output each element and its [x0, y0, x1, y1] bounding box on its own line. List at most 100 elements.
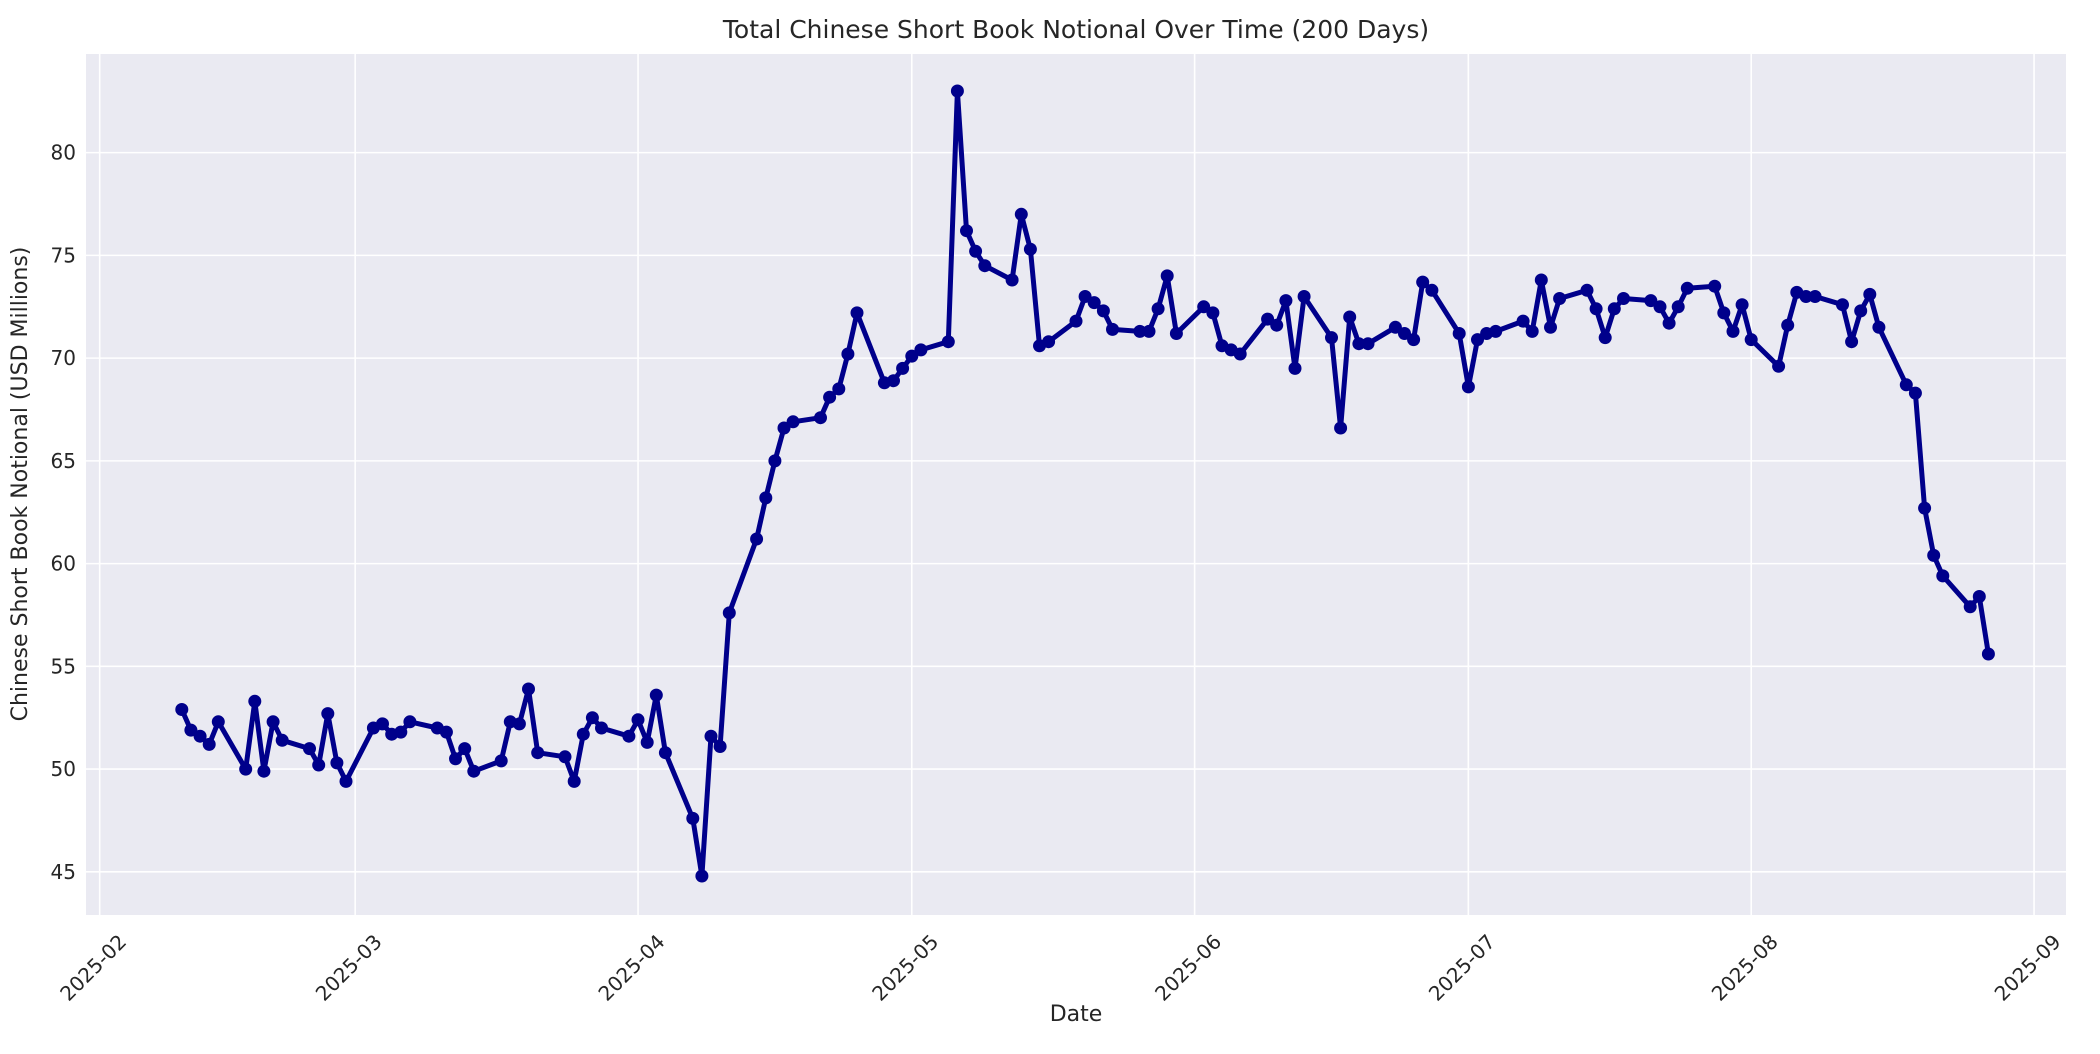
data-point [1553, 292, 1567, 305]
data-point [1151, 302, 1165, 316]
y-tick-label: 45 [51, 860, 76, 884]
data-point [1927, 548, 1941, 562]
data-point [1735, 298, 1749, 312]
data-point [211, 715, 225, 729]
data-point [1270, 318, 1284, 332]
grid-lines [86, 54, 2066, 915]
data-point [1142, 324, 1156, 338]
data-point [960, 224, 973, 238]
data-point [1042, 335, 1056, 349]
data-point [439, 725, 453, 739]
data-point [841, 347, 855, 361]
data-point [1297, 290, 1311, 303]
data-point [1279, 294, 1293, 308]
data-point [193, 729, 207, 743]
data-point [558, 750, 572, 764]
y-tick-label: 65 [51, 449, 76, 473]
data-point [1845, 335, 1859, 349]
data-point [631, 713, 645, 727]
data-point [1580, 283, 1594, 297]
data-point [1899, 378, 1913, 392]
data-point [257, 764, 271, 778]
data-point [950, 84, 964, 98]
data-point [1169, 327, 1183, 340]
data-point [1726, 324, 1740, 338]
data-point [1598, 331, 1612, 345]
data-point [531, 746, 545, 760]
x-tick-label: 2025-05 [867, 930, 943, 1006]
data-point [1516, 314, 1530, 328]
data-series [175, 84, 1995, 883]
data-point [1014, 207, 1028, 221]
data-point [1106, 322, 1119, 336]
data-point [1096, 304, 1110, 318]
data-point [1416, 275, 1430, 289]
data-point [1388, 320, 1402, 334]
data-point [512, 717, 526, 731]
y-tick-label: 60 [51, 552, 76, 576]
data-point [1461, 380, 1475, 394]
data-point [266, 715, 280, 729]
data-point [1872, 320, 1886, 334]
data-point [686, 811, 700, 825]
data-point [1799, 290, 1813, 303]
data-point [1398, 327, 1411, 340]
data-point [1617, 292, 1630, 305]
data-point [704, 729, 718, 743]
data-point [595, 721, 608, 735]
data-point [175, 703, 189, 716]
data-point [1452, 327, 1466, 340]
data-point [1361, 337, 1375, 351]
x-tick-label: 2025-09 [1990, 930, 2066, 1006]
data-point [202, 737, 216, 751]
data-point [887, 374, 900, 388]
data-point [403, 715, 417, 729]
data-point [1918, 501, 1932, 515]
data-point [1005, 273, 1019, 287]
data-point [695, 869, 709, 883]
data-point [1908, 386, 1922, 400]
data-point [184, 723, 198, 737]
data-point [339, 774, 353, 788]
data-point [1489, 324, 1503, 338]
data-point [722, 606, 736, 620]
data-point [713, 740, 727, 753]
data-point [750, 532, 764, 546]
data-point [576, 727, 590, 741]
x-tick-label: 2025-08 [1707, 930, 1783, 1006]
chart-title: Total Chinese Short Book Notional Over T… [722, 15, 1429, 44]
data-points [175, 84, 1995, 883]
data-point [567, 774, 581, 788]
data-point [786, 415, 800, 429]
x-tick-label: 2025-06 [1150, 930, 1226, 1006]
data-point [1352, 337, 1366, 351]
data-point [978, 259, 992, 273]
plot-area [86, 54, 2066, 915]
y-tick-label: 55 [51, 654, 76, 678]
data-point [1534, 273, 1548, 287]
data-point [248, 694, 262, 708]
data-point [1425, 283, 1439, 297]
data-point [1936, 569, 1950, 583]
data-point [522, 682, 535, 696]
data-point [1772, 359, 1786, 373]
data-point [1343, 310, 1357, 324]
data-point [1854, 304, 1868, 318]
y-tick-label: 75 [51, 243, 76, 267]
data-point [1781, 318, 1795, 332]
x-tick-label: 2025-07 [1424, 930, 1500, 1006]
data-point [1233, 347, 1247, 361]
data-point [1087, 296, 1101, 310]
data-point [1525, 324, 1539, 338]
data-point [1023, 242, 1037, 256]
data-point [394, 725, 408, 739]
data-point [330, 756, 344, 770]
data-point [1717, 306, 1731, 320]
data-point [1653, 300, 1667, 314]
data-point [1644, 294, 1658, 308]
data-point [850, 306, 864, 320]
data-point [1863, 287, 1877, 301]
data-point [1288, 361, 1302, 375]
